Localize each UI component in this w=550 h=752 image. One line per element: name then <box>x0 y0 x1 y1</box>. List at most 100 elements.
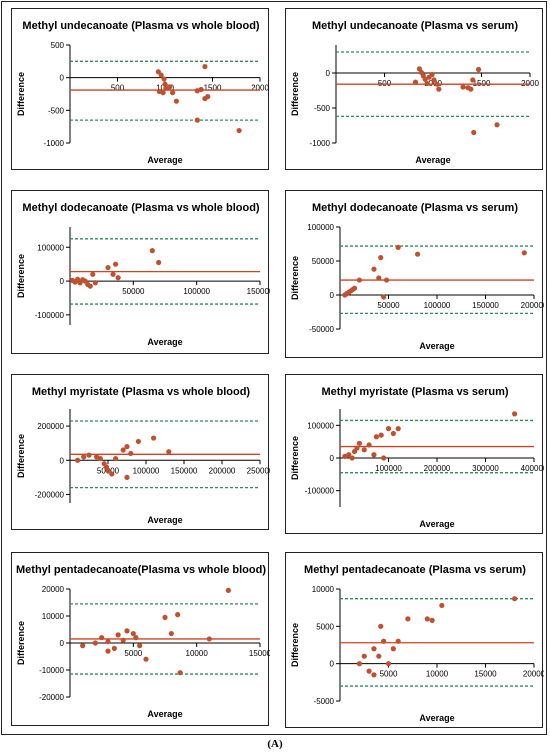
chart-title: Methyl myristate (Plasma vs whole blood) <box>32 386 251 398</box>
x-tick-label: 150000 <box>247 287 270 296</box>
y-axis-label: Difference <box>16 621 26 665</box>
chart-svg: Methyl pentadecanoate(Plasma vs whole bl… <box>16 564 270 719</box>
x-axis-label: Average <box>147 709 182 719</box>
y-tick-label: 0 <box>330 660 335 669</box>
chart-panel-1: Methyl undecanoate (Plasma vs whole bloo… <box>11 8 269 170</box>
data-point <box>80 643 86 649</box>
data-point <box>170 90 176 96</box>
y-tick-label: 0 <box>330 454 335 463</box>
data-point <box>105 639 111 645</box>
x-tick-label: 20000 <box>523 670 544 679</box>
y-tick-label: 500 <box>51 41 65 50</box>
data-point <box>381 638 387 644</box>
data-point <box>81 454 87 460</box>
y-tick-label: -50000 <box>309 325 334 334</box>
data-point <box>205 94 211 100</box>
data-point <box>361 447 367 453</box>
y-axis-label: Difference <box>290 72 300 116</box>
y-tick-label: 200000 <box>37 422 64 431</box>
data-point <box>202 63 208 70</box>
data-point <box>130 630 136 637</box>
y-axis-label: Difference <box>16 72 26 116</box>
data-point <box>113 455 119 462</box>
data-point <box>512 596 518 602</box>
y-tick-label: -1000 <box>310 139 331 148</box>
data-point <box>470 77 476 83</box>
chart-panel-3: Methyl dodecanoate (Plasma vs whole bloo… <box>11 190 270 354</box>
data-point <box>371 266 377 272</box>
x-tick-label: 150000 <box>171 466 198 475</box>
data-point <box>124 444 130 450</box>
data-point <box>90 271 96 277</box>
data-point <box>429 617 435 623</box>
y-tick-label: -20000 <box>39 693 64 702</box>
y-tick-label: 20000 <box>42 585 65 594</box>
data-point <box>356 277 362 283</box>
data-point <box>424 616 430 622</box>
data-point <box>356 440 362 446</box>
data-point <box>120 447 126 453</box>
chart-panel-2: Methyl undecanoate (Plasma vs serum) -100… <box>285 8 543 170</box>
x-tick-label: 15000 <box>474 670 497 679</box>
data-point <box>194 117 200 123</box>
x-tick-label: 2000 <box>251 84 269 93</box>
chart-svg: Methyl undecanoate (Plasma vs serum) -100… <box>290 20 539 165</box>
chart-panel-8: Methyl pentadecanoate (Plasma vs serum) -… <box>285 552 544 728</box>
x-tick-label: 50000 <box>377 301 400 310</box>
data-point <box>162 81 168 87</box>
chart-svg: Methyl myristate (Plasma vs serum) -10000… <box>290 386 544 529</box>
data-point <box>439 602 445 609</box>
data-point <box>105 264 111 271</box>
x-tick-label: 1500 <box>473 79 491 88</box>
y-axis-label: Difference <box>290 623 300 667</box>
x-tick-label: 300000 <box>472 464 499 473</box>
data-point <box>124 474 130 480</box>
x-tick-label: 500 <box>111 84 125 93</box>
data-point <box>373 434 379 440</box>
chart-svg: Methyl dodecanoate (Plasma vs whole bloo… <box>16 202 270 347</box>
chart-title: Methyl myristate (Plasma vs serum) <box>321 386 508 398</box>
data-point <box>113 261 119 267</box>
y-tick-label: -200000 <box>35 490 65 499</box>
data-point <box>436 86 442 92</box>
y-tick-label: 0 <box>330 291 335 300</box>
data-point <box>198 86 204 93</box>
data-point <box>177 670 183 676</box>
chart-panel-4: Methyl dodecanoate (Plasma vs serum) -500… <box>285 190 544 358</box>
data-point <box>468 86 474 92</box>
data-point <box>351 285 358 291</box>
x-tick-label: 10000 <box>426 670 449 679</box>
data-point <box>236 127 242 134</box>
y-tick-label: 50000 <box>312 257 335 266</box>
x-axis-label: Average <box>419 341 454 351</box>
data-point <box>385 426 392 432</box>
data-point <box>381 294 387 300</box>
x-tick-label: 200000 <box>521 301 544 310</box>
data-point <box>346 452 352 458</box>
data-point <box>111 645 117 651</box>
x-tick-label: 100000 <box>183 287 210 296</box>
data-point <box>97 455 103 462</box>
y-tick-label: 10000 <box>312 585 335 594</box>
data-point <box>87 283 93 289</box>
x-axis-label: Average <box>419 519 454 529</box>
x-tick-label: 5000 <box>380 670 398 679</box>
data-point <box>133 635 139 641</box>
data-point <box>86 452 92 458</box>
y-tick-label: 0 <box>60 74 65 83</box>
chart-svg: Methyl pentadecanoate (Plasma vs serum) -… <box>290 564 544 723</box>
data-point <box>471 129 477 136</box>
data-point <box>376 275 382 281</box>
y-tick-label: 100000 <box>307 421 334 430</box>
data-point <box>378 432 384 438</box>
y-tick-label: -500 <box>48 106 65 115</box>
data-point <box>206 636 212 642</box>
data-point <box>128 450 134 457</box>
chart-panel-5: Methyl myristate (Plasma vs whole blood)… <box>11 374 270 530</box>
data-point <box>158 72 164 78</box>
data-point <box>156 259 162 266</box>
data-point <box>225 587 231 593</box>
data-point <box>434 81 440 87</box>
y-tick-label: 0 <box>60 639 65 648</box>
x-tick-label: 200000 <box>209 466 236 475</box>
